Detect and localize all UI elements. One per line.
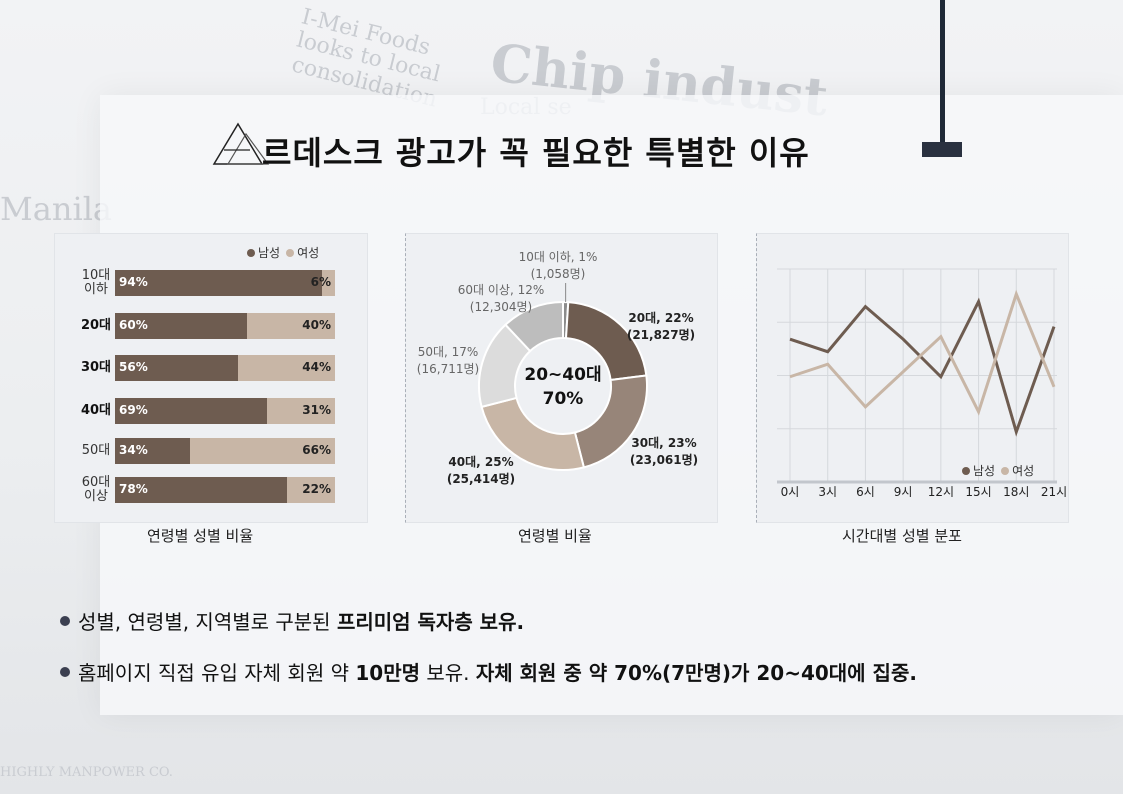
slice-count-label: (25,414명): [447, 472, 515, 486]
bar-female-segment: 94% 6%: [115, 270, 335, 296]
bar-female-segment: 56% 44%: [115, 355, 335, 381]
bar-row: 20대 60% 40%: [55, 313, 367, 341]
slice-count-label: (21,827명): [627, 328, 695, 342]
legend-female: 여성: [297, 246, 320, 260]
chart-caption: 연령별 성별 비율: [147, 527, 254, 545]
bullet-text: 보유.: [420, 661, 476, 685]
slice-label: 10대 이하, 1%: [519, 250, 598, 264]
bar-male-segment: [115, 313, 247, 339]
triangle-logo-icon: [212, 122, 270, 165]
female-value-label: 44%: [302, 360, 331, 374]
slice-label: 20대, 22%: [628, 311, 693, 325]
bullet-text: 프리미엄 독자층 보유.: [336, 610, 525, 634]
slice-count-label: (1,058명): [531, 267, 586, 281]
male-value-label: 69%: [119, 403, 148, 417]
legend-female: 여성: [1012, 464, 1035, 478]
chart-legend: 남성 여성: [962, 462, 1034, 479]
bullet-dot-icon: [60, 666, 70, 677]
age-gender-bar-chart: 남성 여성 10대 이하 94% 6% 20대 60% 40% 30대 56% 44% 40대 69%…: [54, 233, 368, 523]
bar-row: 30대 56% 44%: [55, 355, 367, 383]
decorative-bar: [922, 142, 962, 157]
donut-svg: 10대 이하, 1% (1,058명) 20대, 22% (21,827명) 30대, …: [417, 250, 698, 486]
donut-center-label: 20~40대: [524, 365, 601, 385]
slice-label: 60대 이상, 12%: [458, 283, 545, 297]
bar-female-segment: 78% 22%: [115, 477, 335, 503]
bar-female-segment: 34% 66%: [115, 438, 335, 464]
chart-caption: 연령별 비율: [518, 527, 592, 545]
chart-caption: 시간대별 성별 분포: [842, 527, 962, 545]
male-value-label: 78%: [119, 482, 148, 496]
slice-label: 30대, 23%: [631, 436, 696, 450]
series-line: [789, 289, 1056, 416]
x-tick-label: 9시: [894, 485, 913, 499]
x-tick-label: 6시: [856, 485, 875, 499]
bullet-list: 성별, 연령별, 지역별로 구분된 프리미엄 독자층 보유. 홈페이지 직접 유입…: [60, 606, 917, 708]
slice-count-label: (12,304명): [470, 300, 532, 314]
page-title: 르데스크 광고가 꼭 필요한 특별한 이유: [262, 134, 810, 172]
bg-headline: HIGHLY MANPOWER CO.: [0, 765, 173, 780]
male-dot-icon: [962, 467, 970, 475]
male-dot-icon: [247, 249, 255, 257]
bar-male-segment: [115, 355, 239, 381]
decorative-line: [940, 0, 945, 145]
bar-male-segment: [115, 477, 287, 503]
bullet-text: 10만명: [355, 661, 420, 685]
bar-row: 50대 34% 66%: [55, 438, 367, 466]
bar-male-segment: [115, 270, 322, 296]
line-svg: 0시 3시 6시 9시 12시 15시 18시 21시: [777, 268, 1067, 499]
bar-category-label: 10대 이하: [81, 268, 111, 297]
bar-female-segment: 69% 31%: [115, 398, 335, 424]
bg-headline: Manila: [0, 190, 112, 228]
bullet-item: 홈페이지 직접 유입 자체 회원 약 10만명 보유. 자체 회원 중 약 70…: [60, 657, 917, 686]
chart-legend: 남성 여성: [247, 244, 319, 261]
hourly-gender-line-chart: 0시 3시 6시 9시 12시 15시 18시 21시 남성 여성: [756, 233, 1069, 523]
x-tick-label: 3시: [818, 485, 837, 499]
female-dot-icon: [286, 249, 295, 257]
bullet-dot-icon: [60, 615, 70, 626]
bar-row: 40대 69% 31%: [55, 398, 367, 426]
bullet-item: 성별, 연령별, 지역별로 구분된 프리미엄 독자층 보유.: [60, 606, 917, 635]
legend-male: 남성: [973, 464, 996, 478]
bar-category-label: 30대: [80, 360, 112, 375]
female-value-label: 6%: [310, 275, 331, 289]
slice-label: 50대, 17%: [418, 345, 479, 359]
series-line: [789, 297, 1056, 437]
bar-male-segment: [115, 398, 267, 424]
bar-row: 10대 이하 94% 6%: [55, 268, 367, 298]
slice-count-label: (16,711명): [417, 362, 479, 376]
female-value-label: 31%: [302, 403, 331, 417]
x-tick-label: 12시: [928, 485, 954, 499]
male-value-label: 56%: [119, 360, 148, 374]
x-tick-label: 18시: [1003, 485, 1029, 499]
bar-category-label: 40대: [80, 403, 112, 418]
bullet-text: 자체 회원 중 약 70%(7만명)가 20~40대에 집중.: [475, 661, 917, 685]
bar-male-segment: [115, 438, 190, 464]
female-value-label: 66%: [302, 443, 331, 457]
bar-category-label: 50대: [81, 443, 111, 458]
x-tick-label: 0시: [781, 485, 800, 499]
female-value-label: 22%: [302, 482, 331, 496]
bar-category-label: 20대: [80, 318, 112, 333]
bar-female-segment: 60% 40%: [115, 313, 335, 339]
bg-headline: I-Mei Foods: [298, 4, 433, 61]
female-dot-icon: [1001, 467, 1010, 475]
bullet-text: 성별, 연령별, 지역별로 구분된: [78, 610, 337, 634]
age-ratio-donut-chart: 10대 이하, 1% (1,058명) 20대, 22% (21,827명) 30대, …: [405, 233, 718, 523]
male-value-label: 94%: [119, 275, 148, 289]
male-value-label: 60%: [119, 318, 148, 332]
bar-category-label: 60대 이상: [81, 475, 111, 504]
x-tick-label: 15시: [965, 485, 991, 499]
donut-slice: [504, 300, 564, 353]
x-tick-label: 21시: [1041, 485, 1067, 499]
donut-center-label: 70%: [543, 389, 584, 409]
slice-label: 40대, 25%: [448, 455, 513, 469]
bar-row: 60대 이상 78% 22%: [55, 475, 367, 505]
bg-headline: looks to local: [294, 27, 443, 88]
female-value-label: 40%: [302, 318, 331, 332]
bullet-text: 홈페이지 직접 유입 자체 회원 약: [78, 661, 356, 685]
slice-count-label: (23,061명): [630, 453, 698, 467]
legend-male: 남성: [258, 246, 281, 260]
male-value-label: 34%: [119, 443, 148, 457]
